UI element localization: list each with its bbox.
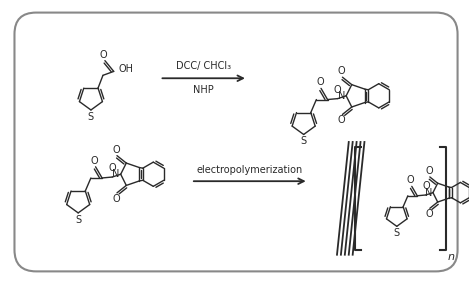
Text: O: O (109, 163, 116, 173)
Text: O: O (425, 209, 433, 219)
Text: O: O (316, 77, 324, 87)
Text: n: n (448, 252, 455, 262)
Text: DCC/ CHCl₃: DCC/ CHCl₃ (176, 61, 231, 71)
Text: O: O (337, 115, 345, 125)
Text: O: O (407, 175, 415, 185)
Text: N: N (425, 188, 432, 198)
Text: N: N (112, 169, 120, 179)
Text: NHP: NHP (193, 85, 214, 95)
Text: OH: OH (118, 65, 134, 74)
Text: O: O (337, 66, 345, 76)
Text: N: N (338, 91, 345, 101)
Text: S: S (75, 215, 81, 225)
Text: S: S (394, 228, 400, 238)
Text: O: O (99, 50, 107, 60)
Text: O: O (425, 166, 433, 176)
FancyBboxPatch shape (15, 13, 457, 271)
Text: O: O (334, 85, 342, 95)
Text: O: O (112, 145, 120, 155)
Text: S: S (301, 136, 307, 146)
Text: electropolymerization: electropolymerization (197, 165, 303, 175)
Text: S: S (88, 112, 94, 122)
Text: O: O (422, 181, 430, 191)
Text: O: O (91, 156, 99, 166)
Text: O: O (112, 194, 120, 204)
